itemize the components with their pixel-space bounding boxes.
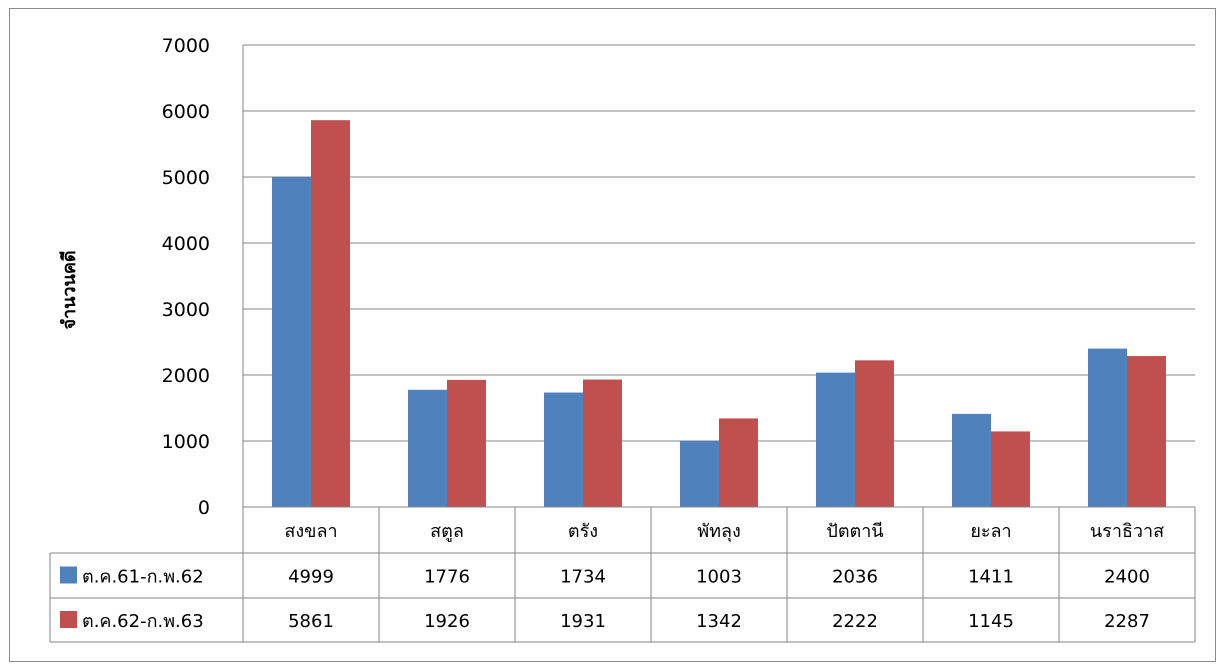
bar-1-2 xyxy=(408,389,447,507)
axes xyxy=(242,45,1195,508)
bar-2-4 xyxy=(719,418,758,507)
category-label: พัทลุง xyxy=(697,521,741,542)
bar-2-3 xyxy=(583,379,622,507)
data-label: 4999 xyxy=(288,567,334,588)
y-tick-label: 4000 xyxy=(162,233,210,255)
data-label: 2400 xyxy=(1104,567,1150,588)
bar-2-1 xyxy=(311,120,350,507)
chart-frame xyxy=(9,8,1216,662)
bar-2-7 xyxy=(1127,356,1166,507)
data-table: สงขลา สตูล ตรัง พัทลุง ปัตตานี ยะลา นราธิวาสต.… xyxy=(49,507,1196,643)
data-label: 1411 xyxy=(968,567,1014,588)
y-tick-label: 1000 xyxy=(162,431,210,453)
y-tick-label: 6000 xyxy=(162,101,210,123)
y-axis-label: จำนวนคดี xyxy=(59,250,80,329)
gridlines xyxy=(243,44,1195,442)
data-label: 1145 xyxy=(968,611,1014,632)
category-label: ปัตตานี xyxy=(826,521,883,542)
bar-1-7 xyxy=(1088,348,1127,507)
legend-swatch xyxy=(60,611,77,628)
data-label: 1734 xyxy=(560,567,606,588)
bars xyxy=(272,120,1166,508)
data-label: 1003 xyxy=(696,567,742,588)
bar-1-4 xyxy=(680,440,719,507)
category-label: ตรัง xyxy=(568,521,598,542)
data-label: 1926 xyxy=(424,611,470,632)
data-label: 1776 xyxy=(424,567,470,588)
bar-2-2 xyxy=(447,379,486,507)
data-label: 5861 xyxy=(288,611,334,632)
y-axis-ticks: 0 1000 2000 3000 4000 5000 6000 7000 xyxy=(162,35,210,519)
bar-1-5 xyxy=(816,372,855,507)
legend-label: ต.ค.62-ก.พ.63 xyxy=(82,611,204,632)
data-label: 2287 xyxy=(1104,611,1150,632)
y-tick-label: 5000 xyxy=(162,167,210,189)
y-tick-label: 2000 xyxy=(162,365,210,387)
bar-2-6 xyxy=(991,431,1030,507)
category-label: สงขลา xyxy=(284,521,337,542)
data-label: 1931 xyxy=(560,611,606,632)
y-tick-label: 0 xyxy=(198,497,210,519)
data-label: 1342 xyxy=(696,611,742,632)
y-tick-label: 7000 xyxy=(162,35,210,57)
bar-2-5 xyxy=(855,360,894,507)
legend-swatch xyxy=(60,566,77,584)
data-label: 2036 xyxy=(832,567,878,588)
category-label: นราธิวาส xyxy=(1090,521,1164,542)
data-label: 2222 xyxy=(832,611,878,632)
bar-1-1 xyxy=(272,177,311,508)
bar-1-6 xyxy=(952,413,991,507)
y-tick-label: 3000 xyxy=(162,299,210,321)
category-label: ยะลา xyxy=(970,521,1011,542)
legend-label: ต.ค.61-ก.พ.62 xyxy=(82,567,204,588)
category-label: สตูล xyxy=(430,521,464,542)
bar-1-3 xyxy=(544,392,583,507)
